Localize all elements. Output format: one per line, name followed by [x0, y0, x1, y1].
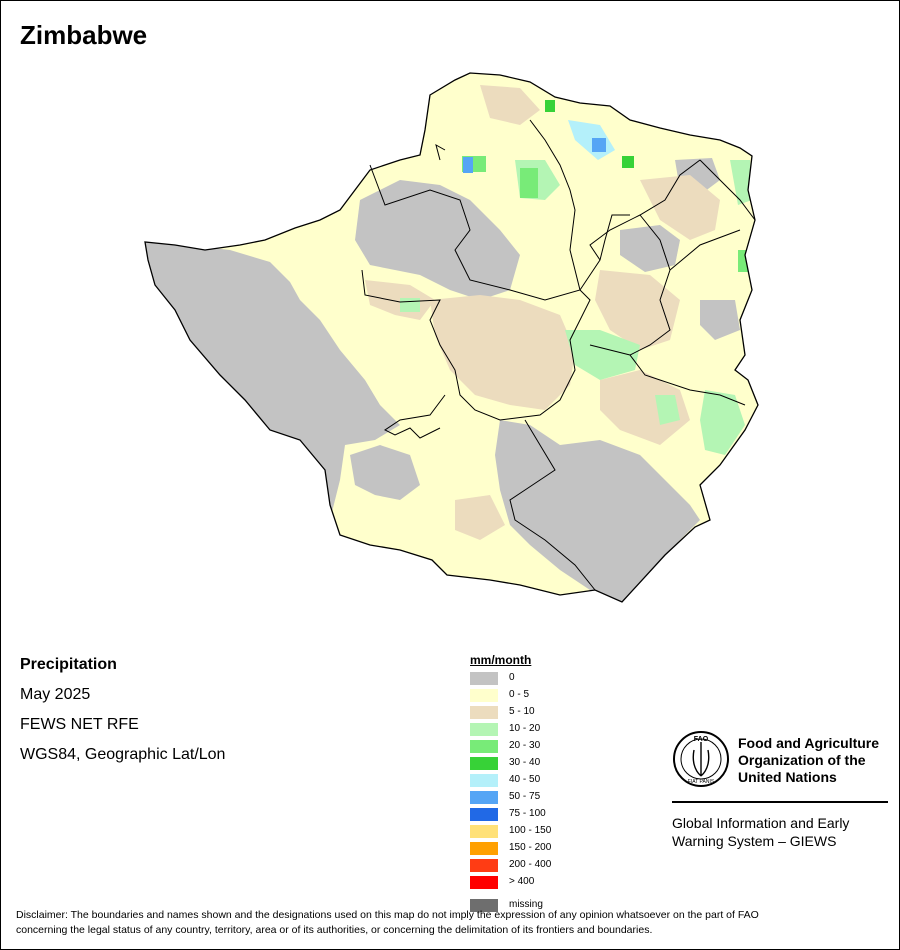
zone-30-40-north-b: [622, 156, 634, 168]
zone-zero-southwest: [350, 445, 420, 500]
legend-item: 100 - 150: [470, 823, 551, 840]
info-period: May 2025: [20, 686, 91, 703]
legend-item: 5 - 10: [470, 704, 535, 721]
legend-item: 40 - 50: [470, 772, 540, 789]
info-heading: Precipitation: [20, 656, 117, 673]
legend-item: 10 - 20: [470, 721, 540, 738]
info-source: FEWS NET RFE: [20, 716, 139, 733]
province-boundary: [509, 419, 596, 591]
legend-rows: 0 0 - 5 5 - 10 10 - 20 20 - 30 30 - 40 40 - 50…: [470, 670, 551, 914]
legend-item: 200 - 400: [470, 857, 551, 874]
legend: mm/month 0 0 - 5 5 - 10 10 - 20 20 - 30 30 - …: [470, 653, 551, 914]
legend-label: 0: [509, 672, 515, 683]
disclaimer-line: Disclaimer: The boundaries and names sho…: [16, 909, 759, 921]
logo-text-bottom: FIAT PANIS: [688, 779, 715, 785]
province-boundary: [629, 214, 746, 406]
legend-item: 50 - 75: [470, 789, 540, 806]
legend-label: 40 - 50: [509, 774, 541, 785]
info-projection: WGS84, Geographic Lat/Lon: [20, 746, 226, 763]
zimbabwe-precipitation-map: [144, 72, 759, 603]
zone-zero-south: [495, 420, 700, 602]
legend-swatch: [470, 706, 498, 719]
legend-label: 0 - 5: [509, 689, 530, 700]
province-boundary: [699, 159, 756, 221]
organization-subtitle: Global Information and Early Warning Sys…: [672, 814, 900, 850]
legend-swatch: [470, 757, 498, 770]
legend-label: 100 - 150: [509, 825, 552, 836]
legend-item: 30 - 40: [470, 755, 540, 772]
organization-name-line: Food and Agriculture: [738, 735, 880, 751]
organization-subtitle-line: Warning System – GIEWS: [672, 833, 837, 849]
zone-5-10-east: [640, 175, 720, 240]
legend-item: 0 - 5: [470, 687, 531, 704]
province-boundary: [599, 214, 630, 261]
legend-label: 200 - 400: [509, 859, 552, 870]
legend-item: > 400: [470, 874, 535, 891]
province-boundary: [384, 394, 446, 439]
province-boundary: [369, 159, 701, 301]
legend-swatch: [470, 842, 498, 855]
zone-5-10-north: [480, 85, 540, 125]
legend-swatch: [470, 876, 498, 889]
legend-swatch: [470, 672, 498, 685]
legend-swatch: [470, 825, 498, 838]
legend-item: 0: [470, 670, 531, 687]
disclaimer-line: concerning the legal status of any count…: [16, 924, 653, 936]
disclaimer: Disclaimer: The boundaries and names sho…: [16, 908, 886, 938]
map-info: Precipitation May 2025 FEWS NET RFE WGS8…: [20, 656, 225, 776]
zone-50-75-north: [592, 138, 606, 152]
zone-50-75-northwest: [463, 157, 473, 173]
zone-zero-northwest: [355, 180, 520, 300]
zone-5-10-southeast: [600, 370, 690, 445]
zone-zero-west: [145, 240, 400, 520]
zone-30-40-north-a: [545, 100, 555, 112]
zone-10-20-east: [700, 390, 745, 455]
legend-swatch: [470, 723, 498, 736]
province-boundary: [669, 229, 741, 271]
zone-10-20-central: [565, 330, 640, 380]
legend-item: 150 - 200: [470, 840, 551, 857]
legend-label: 10 - 20: [509, 723, 541, 734]
map-title: Zimbabwe: [20, 20, 148, 50]
legend-label: 50 - 75: [509, 791, 541, 802]
legend-label: 150 - 200: [509, 842, 552, 853]
legend-label: 5 - 10: [509, 706, 535, 717]
zone-20-30-north: [520, 168, 538, 198]
legend-swatch: [470, 791, 498, 804]
zone-5-10-central: [430, 295, 575, 410]
logo-text-top: FAO: [694, 736, 709, 743]
zone-10-20-northeast: [730, 160, 752, 205]
zone-10-20-west: [400, 298, 420, 312]
legend-label: > 400: [509, 876, 535, 887]
legend-title: mm/month: [470, 653, 532, 667]
organization-subtitle-line: Global Information and Early: [672, 815, 850, 831]
organization-divider: [672, 801, 888, 803]
zone-zero-east: [700, 300, 740, 340]
legend-swatch: [470, 859, 498, 872]
legend-item: 75 - 100: [470, 806, 546, 823]
legend-swatch: [470, 740, 498, 753]
legend-label: missing: [509, 899, 543, 910]
legend-swatch: [470, 899, 498, 912]
province-boundary: [589, 344, 631, 356]
organization-name: Food and Agriculture Organization of the…: [738, 735, 900, 786]
province-boundary: [529, 119, 581, 291]
legend-item: 20 - 30: [470, 738, 540, 755]
legend-swatch: [470, 774, 498, 787]
legend-swatch: [470, 689, 498, 702]
zone-5-10-midlands: [595, 270, 680, 350]
organization-name-line: United Nations: [738, 769, 837, 785]
legend-label: 30 - 40: [509, 757, 541, 768]
legend-label: 75 - 100: [509, 808, 546, 819]
zone-zero-centre: [620, 225, 680, 272]
legend-swatch: [470, 808, 498, 821]
legend-item: missing: [470, 897, 543, 914]
zone-5-10-south: [455, 495, 505, 540]
fao-logo-icon: FAO FIAT PANIS: [673, 731, 729, 787]
province-boundary: [361, 269, 591, 421]
legend-label: 20 - 30: [509, 740, 541, 751]
zone-10-20-east2: [655, 395, 680, 425]
province-boundary: [435, 143, 446, 161]
organization-name-line: Organization of the: [738, 752, 866, 768]
